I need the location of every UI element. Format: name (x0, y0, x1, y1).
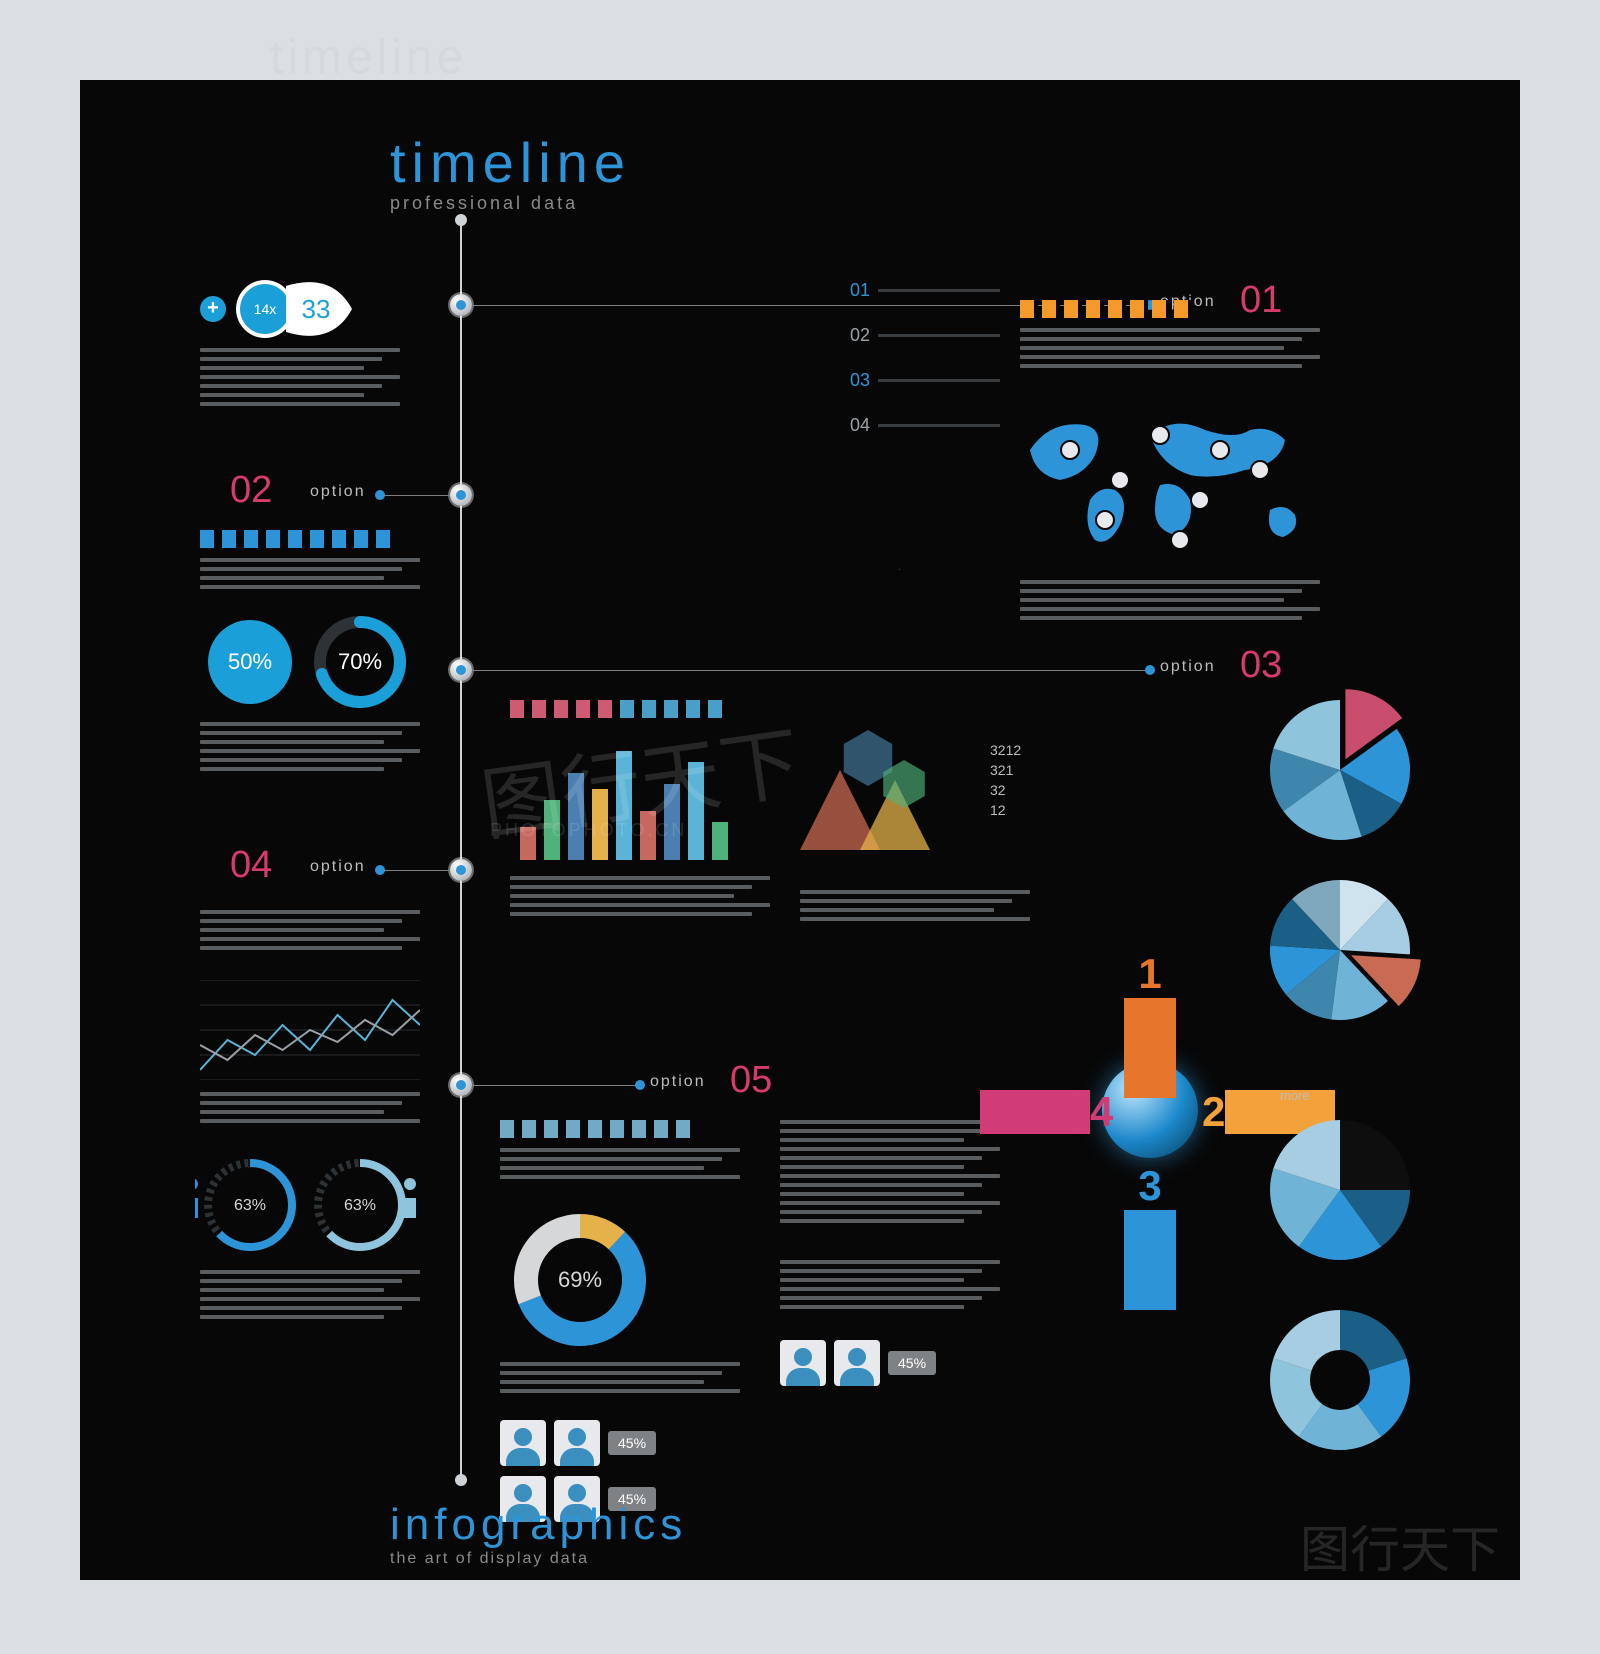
gears-list: 01020304 (850, 280, 1000, 460)
opt05-pattern (500, 1120, 698, 1138)
timeline-spine (460, 220, 462, 1480)
hex-side-nums: 32123213212 (990, 740, 1021, 820)
pie-stack (1230, 670, 1450, 1490)
opt05-text-mid (500, 1362, 740, 1398)
avatar-row-b: 45% (780, 1340, 936, 1386)
opt05b-text-top (780, 1120, 1000, 1228)
plus-icon: + (200, 296, 226, 322)
avatar-icon (780, 1340, 826, 1386)
badge-pill: 14x (254, 301, 277, 317)
pct-ring: 70% (312, 614, 408, 710)
svg-text:63%: 63% (344, 1197, 376, 1214)
watermark-top: timeline (270, 30, 467, 85)
svg-text:69%: 69% (558, 1267, 602, 1292)
world-map (1010, 390, 1330, 570)
hexagon-shapes (800, 720, 990, 880)
footer: infographics the art of display data (390, 1500, 687, 1568)
footer-subtitle: the art of display data (390, 1550, 687, 1568)
pct-tag: 45% (888, 1351, 936, 1375)
opt05-text-top (500, 1148, 740, 1184)
donut-69: 69% (510, 1210, 650, 1350)
avatar-icon (834, 1340, 880, 1386)
map-text-top (1020, 328, 1320, 373)
pct-solid: 50% (208, 620, 292, 704)
opt02-text-top (200, 558, 420, 594)
watermark-site: PHOTOPHOTO.CN (490, 820, 687, 841)
watermark-icon: 图行天下 (1300, 1510, 1500, 1582)
hex-text (800, 890, 1030, 926)
header: timeline professional data (390, 130, 631, 214)
badge-text (200, 348, 400, 411)
opt04-text-mid (200, 1092, 420, 1128)
footer-title: infographics (390, 1500, 687, 1550)
map-pattern (1020, 300, 1196, 318)
badge-big: 33 (302, 294, 331, 324)
canvas: timeline professional data option01optio… (80, 80, 1520, 1580)
svg-text:63%: 63% (234, 1197, 266, 1214)
map-text-bottom (1020, 580, 1320, 625)
opt02-pattern (200, 530, 398, 548)
opt05b-text-bottom (780, 1260, 1000, 1314)
opt04-text-top (200, 910, 420, 955)
arc-gauges: 63% 63% (195, 1150, 425, 1260)
line-chart (200, 980, 420, 1080)
bar-text (510, 876, 770, 921)
opt02-text-bottom (200, 722, 420, 776)
page-title: timeline (390, 130, 631, 195)
page-subtitle: professional data (390, 193, 631, 214)
gears-cluster (480, 240, 900, 570)
drop-badge: 14x 33 (236, 280, 356, 338)
opt04-text-bottom (200, 1270, 420, 1324)
